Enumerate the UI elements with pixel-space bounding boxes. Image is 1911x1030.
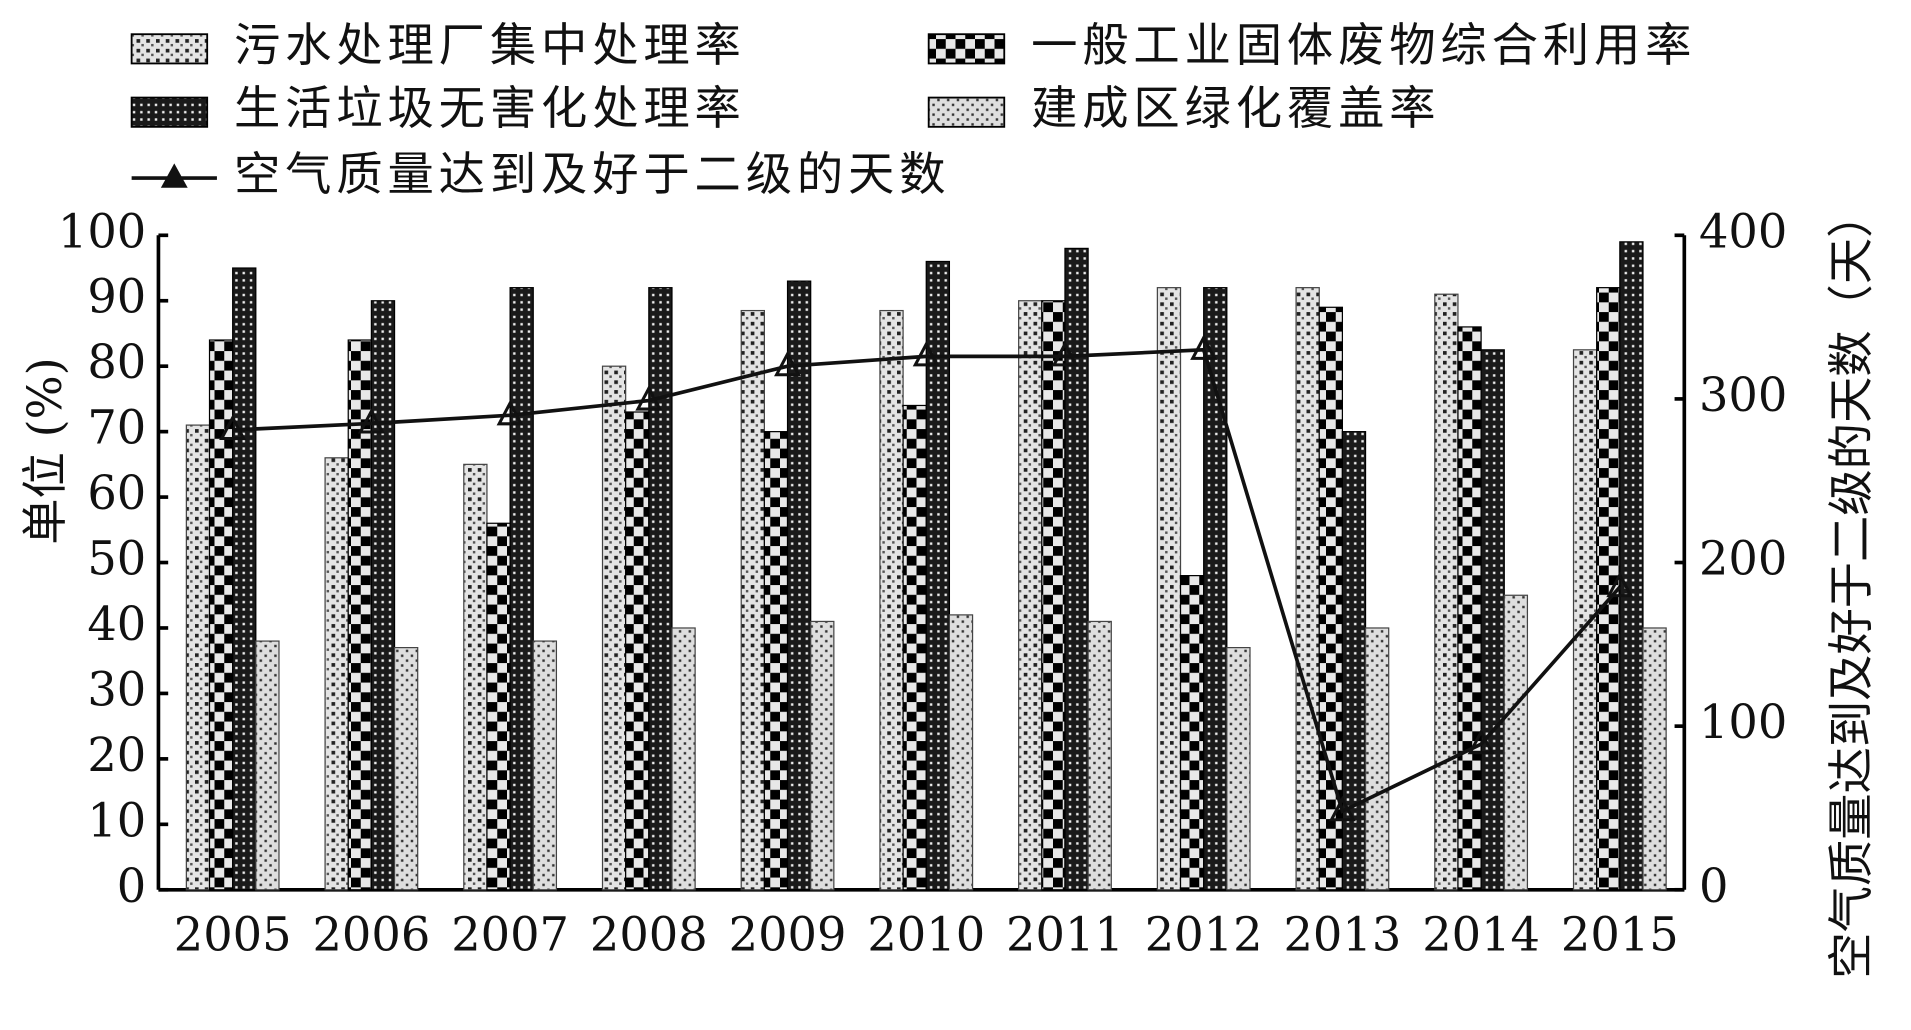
y-tick-label: 10 [87,793,146,847]
marker [1328,795,1356,822]
y2-tick-label: 100 [1699,695,1787,749]
line [232,347,1622,814]
legend-label: 建成区绿化覆盖率 [1031,81,1440,135]
bar [810,620,835,891]
bar [255,640,280,891]
legend-swatch [130,96,209,128]
bar [1041,300,1066,891]
bar [1434,293,1459,891]
bar [1087,620,1112,891]
y-tick-label: 100 [58,204,146,258]
bar [1295,287,1320,891]
marker [1606,571,1634,598]
x-tick-label: 2010 [867,908,985,962]
legend-label: 空气质量达到及好于二级的天数 [234,147,950,201]
bar [601,365,627,891]
bar [948,614,974,891]
marker [635,385,663,411]
bar [1018,300,1043,891]
x-tick-label: 2012 [1145,908,1263,962]
x-tick-label: 2008 [590,908,708,962]
bar [625,411,650,891]
bar [1179,575,1205,891]
marker [1051,340,1079,367]
x-tick-label: 2011 [1006,908,1124,962]
bar [879,309,904,891]
bar [1457,326,1482,891]
bar [393,647,419,891]
x-tick-label: 2013 [1283,908,1401,962]
x-tick-label: 2007 [451,908,569,962]
legend-swatch [927,33,1006,65]
marker [357,408,385,434]
x-tick-label: 2014 [1422,908,1540,962]
bar [1156,287,1182,891]
legend-label: 一般工业固体废物综合利用率 [1031,18,1696,72]
y-tick-label: 0 [117,859,146,913]
marker [912,340,940,367]
legend-marker [160,163,188,188]
bar [1480,349,1505,891]
bar [232,267,257,891]
y-tick-label: 40 [87,597,146,651]
y-tick-label: 30 [87,662,146,716]
x-tick-label: 2015 [1561,908,1679,962]
legend-swatch [130,33,209,65]
y-tick-label: 90 [87,270,146,324]
bar [1203,287,1228,891]
bar [185,424,211,891]
bar [1064,247,1089,891]
bar [463,463,488,891]
marker [774,350,802,377]
y2-axis-title: 空气质量达到及好于二级的天数（天） [1824,192,1878,979]
bar [786,280,812,891]
y-tick-label: 50 [87,532,146,586]
y-tick-label: 70 [87,401,146,455]
bar [324,457,349,891]
bar [509,287,534,891]
marker [496,399,524,426]
bar [671,627,696,891]
bar [902,404,927,891]
bar [740,309,765,891]
bar [1364,627,1390,891]
y2-tick-label: 400 [1699,204,1787,258]
y-tick-label: 80 [87,335,146,389]
marker [1467,728,1495,755]
bar [648,287,673,891]
y2-tick-label: 200 [1699,532,1787,586]
x-tick-label: 2009 [729,908,847,962]
x-tick-label: 2006 [312,908,430,962]
legend-label: 污水处理厂集中处理率 [234,18,746,72]
y-tick-label: 60 [87,466,146,520]
marker [219,414,247,441]
bar [532,640,558,891]
legend-label: 生活垃圾无害化处理率 [234,81,746,135]
bar [370,300,396,891]
bar [1503,594,1529,891]
bar [763,431,789,891]
bar [486,522,511,891]
bar [1619,241,1644,891]
bar [1226,647,1251,891]
y2-tick-label: 0 [1699,859,1728,913]
y2-tick-label: 300 [1699,368,1787,422]
marker [1190,334,1218,360]
y-tick-label: 20 [87,728,146,782]
bar [925,260,951,891]
bar [1642,627,1667,891]
x-tick-label: 2005 [174,908,292,962]
y-axis-title: 单位 (%) [18,357,72,544]
legend-swatch [927,96,1006,128]
